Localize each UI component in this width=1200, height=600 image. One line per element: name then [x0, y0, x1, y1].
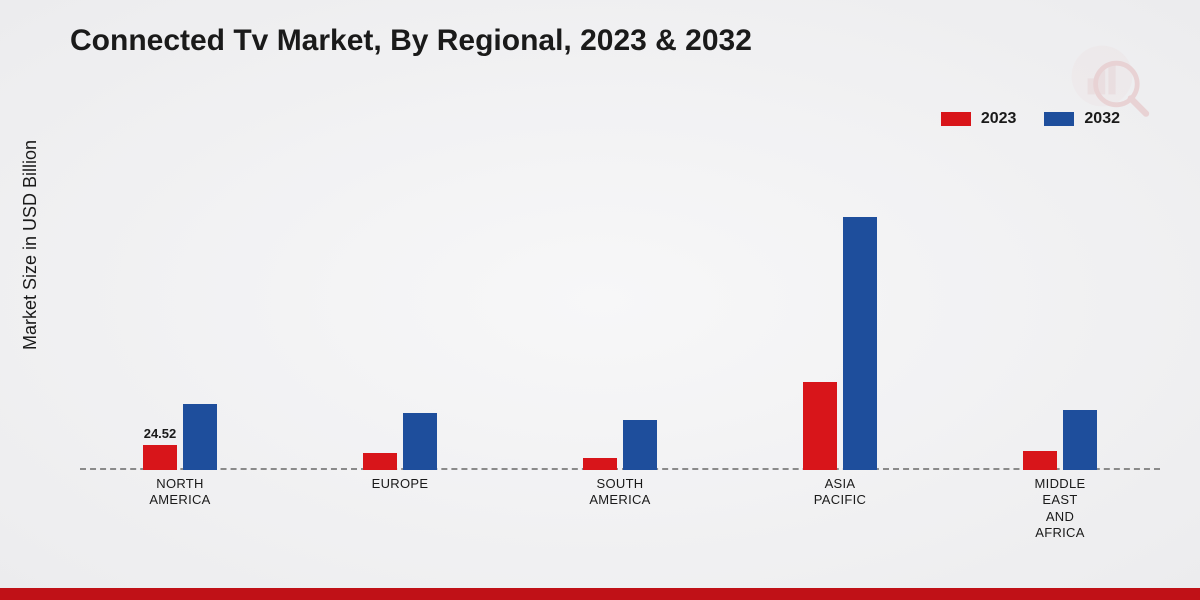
bar-group-eu [340, 413, 460, 470]
legend-label: 2032 [1084, 110, 1120, 128]
bar-mea-2032 [1063, 410, 1097, 470]
watermark-logo-icon [1070, 40, 1150, 120]
bar-group-sa [560, 420, 680, 470]
x-label-na: NORTHAMERICA [120, 476, 240, 509]
legend-swatch [941, 112, 971, 126]
x-axis-labels: NORTHAMERICA EUROPE SOUTHAMERICA ASIAPACIFI… [80, 476, 1160, 556]
x-label-sa: SOUTHAMERICA [560, 476, 680, 509]
bar-eu-2023 [363, 453, 397, 470]
y-axis-label: Market Size in USD Billion [20, 140, 41, 350]
x-label-eu: EUROPE [340, 476, 460, 492]
legend-swatch [1044, 112, 1074, 126]
chart-title: Connected Tv Market, By Regional, 2023 &… [70, 24, 752, 58]
footer-bar [0, 588, 1200, 600]
watermark-bar [1108, 62, 1115, 94]
bar-ap-2032 [843, 217, 877, 470]
bar-ap-2023 [803, 382, 837, 470]
data-label: 24.52 [144, 426, 177, 441]
watermark-handle [1131, 98, 1146, 113]
bar-mea-2023 [1023, 451, 1057, 470]
legend: 2023 2032 [941, 110, 1120, 128]
bar-sa-2032 [623, 420, 657, 470]
bar-group-na [120, 404, 240, 470]
legend-label: 2023 [981, 110, 1017, 128]
plot-area: 24.52 [80, 160, 1160, 470]
legend-item-2023: 2023 [941, 110, 1017, 128]
bar-group-mea [1000, 410, 1120, 470]
bar-na-2032 [183, 404, 217, 470]
chart-page: Connected Tv Market, By Regional, 2023 &… [0, 0, 1200, 600]
bar-group-ap [780, 217, 900, 470]
bar-sa-2023 [583, 458, 617, 470]
bar-eu-2032 [403, 413, 437, 470]
x-label-ap: ASIAPACIFIC [780, 476, 900, 509]
bar-na-2023 [143, 445, 177, 470]
x-label-mea: MIDDLEEASTANDAFRICA [1000, 476, 1120, 541]
legend-item-2032: 2032 [1044, 110, 1120, 128]
